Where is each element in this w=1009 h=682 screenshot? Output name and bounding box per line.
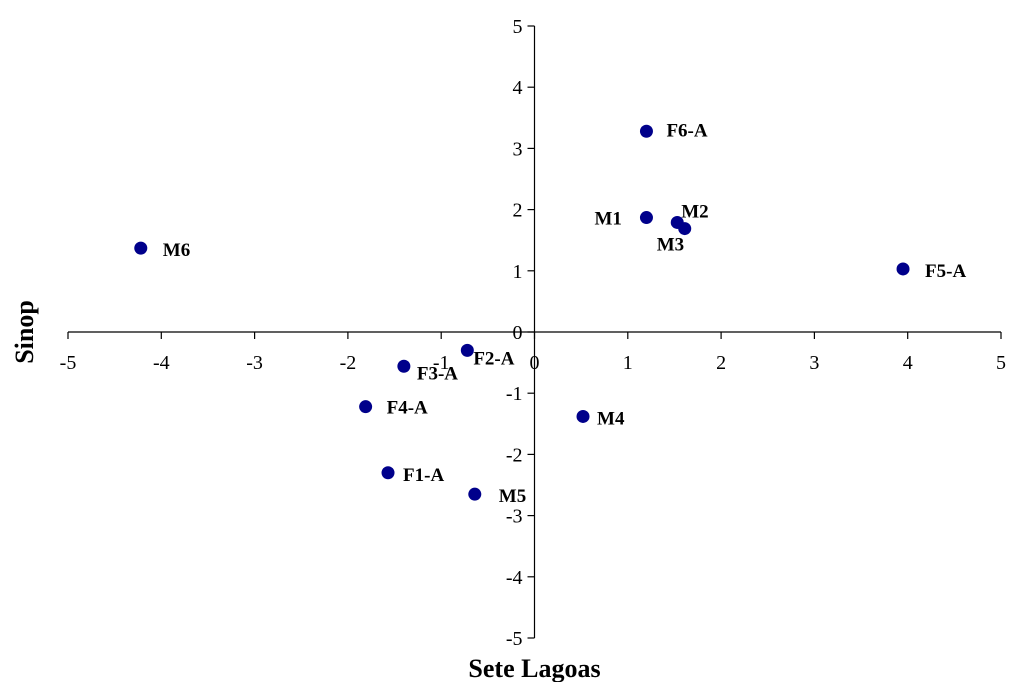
x-ticks: -5 -4 -3 -2 -1 0 1 2 3 4 5 (60, 332, 1006, 374)
point-label: M6 (163, 240, 190, 261)
x-tick-label: 4 (903, 352, 913, 374)
point-label: M4 (597, 408, 625, 429)
point-label: F3-A (417, 363, 458, 384)
x-tick-label: 5 (996, 352, 1006, 374)
y-tick-label: -5 (506, 628, 523, 650)
x-tick-label: -3 (246, 352, 263, 374)
data-point (359, 400, 373, 414)
point-label: F6-A (666, 120, 707, 141)
data-point (678, 222, 692, 236)
point-label: M2 (681, 201, 708, 222)
data-point (381, 466, 395, 480)
point-label: F1-A (403, 465, 444, 486)
point-labels: F6-A M1 M2 M3 M6 F5-A F2-A F3-A F4-A M4 F1-A M5 (163, 120, 967, 507)
data-point (896, 262, 910, 276)
data-point (468, 487, 482, 501)
x-tick-label: -5 (60, 352, 77, 374)
x-tick-label: 3 (809, 352, 819, 374)
data-point (639, 211, 653, 225)
y-tick-label: 3 (513, 138, 523, 160)
data-point (576, 409, 590, 423)
data-point (639, 124, 653, 138)
y-axis-title: Sinop (10, 300, 39, 364)
y-tick-label: 1 (513, 261, 523, 283)
x-tick-label: 2 (716, 352, 726, 374)
point-label: F4-A (387, 398, 428, 419)
y-tick-label: 5 (513, 16, 523, 38)
data-points (134, 124, 910, 501)
x-tick-label: 0 (530, 352, 540, 374)
y-tick-label: 4 (513, 77, 523, 99)
x-tick-label: -4 (153, 352, 170, 374)
data-point (397, 359, 411, 373)
y-tick-label: -4 (506, 567, 523, 589)
point-label: M1 (594, 209, 621, 230)
x-tick-label: -1 (433, 352, 450, 374)
point-label: M3 (657, 235, 684, 256)
data-point (460, 343, 474, 357)
y-tick-label: 2 (513, 200, 523, 222)
x-tick-label: -2 (340, 352, 357, 374)
y-ticks: -5 -4 -3 -2 -1 0 1 2 3 4 5 (506, 16, 535, 650)
x-tick-label: 1 (623, 352, 633, 374)
y-tick-label: 0 (513, 322, 523, 344)
data-point (134, 241, 148, 255)
point-label: F2-A (473, 348, 514, 369)
y-tick-label: -1 (506, 383, 523, 405)
x-axis-title: Sete Lagoas (468, 654, 600, 682)
point-label: F5-A (925, 261, 966, 282)
y-tick-label: -3 (506, 506, 523, 528)
y-tick-label: -2 (506, 444, 523, 466)
point-label: M5 (499, 486, 526, 507)
